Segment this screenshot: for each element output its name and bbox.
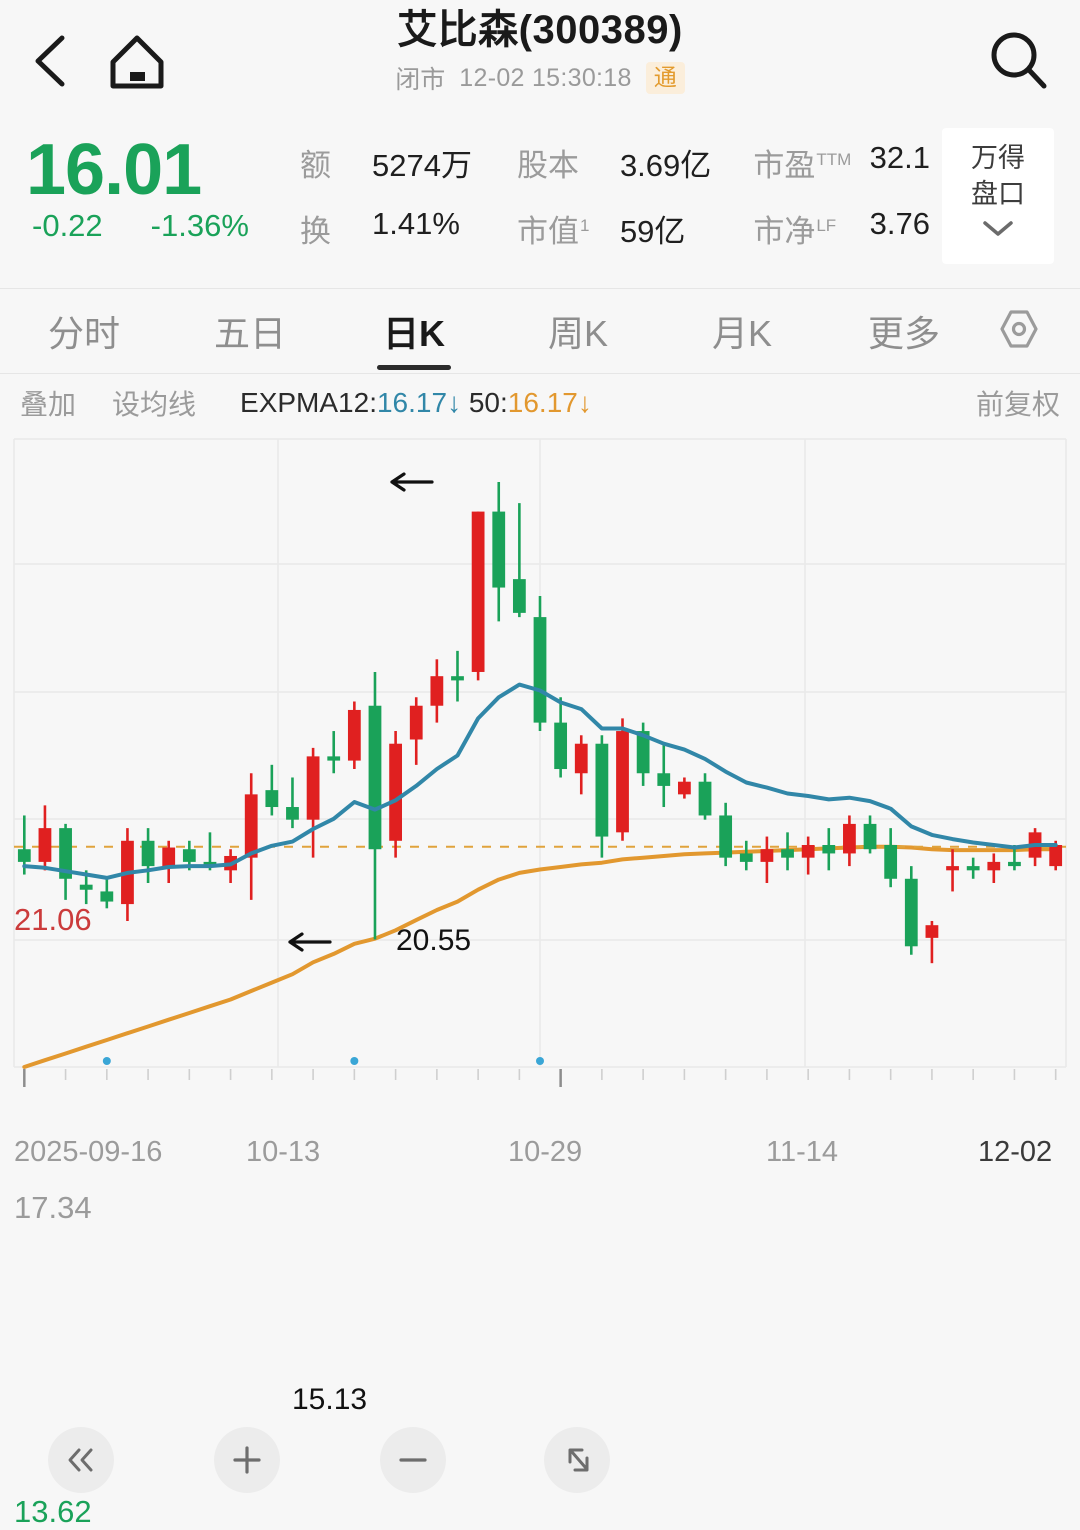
chart-settings-button[interactable] [992,302,1046,361]
minus-icon [399,1458,427,1462]
chevron-left-icon [35,35,65,87]
page-title: 艾比森(300389) [397,8,683,52]
stat-key-pe: 市盈TTM [753,148,852,183]
x-axis-labels: 2025-09-16 10-13 10-29 11-14 12-02 [0,1128,1080,1183]
stat-key-amount: 额 [300,148,331,183]
stat-key-shares: 股本 [517,148,579,183]
stat-key-pb: 市净LF [753,214,837,249]
zoom-out-button[interactable] [380,1427,446,1493]
x-tick-3: 11-14 [766,1136,839,1168]
chart-period-tabs: 分时 五日 日K 周K 月K 更多 [0,289,1080,374]
tab-label: 五日 [213,313,286,354]
active-tab-indicator [377,365,451,370]
tab-label: 分时 [47,313,120,354]
wind-label-line1: 万得 [971,143,1025,173]
tab-wuri[interactable]: 五日 [168,305,332,357]
market-status-line: 闭市 12-02 15:30:18 通 [0,60,1080,96]
stats-grid: 额 5274万 股本 3.69亿 市盈TTM 32.1 换 1.41% 市值1 … [300,140,930,272]
stats-row-1: 额 5274万 股本 3.69亿 市盈TTM 32.1 [300,140,930,206]
stat-sup-lf: LF [816,215,837,235]
y-axis-low-label: 13.62 [14,1494,92,1529]
expma-readout[interactable]: EXPMA12:16.17↓ 50:16.17↓ [240,387,592,418]
fullscreen-button[interactable] [544,1427,610,1493]
chart-annotation-arrows [288,472,434,952]
wind-orderbook-button[interactable]: 万得 盘口 [942,128,1054,264]
period-low-annotation: 15.13 [292,1383,368,1416]
indicator-toolbar: 叠加 设均线 EXPMA12:16.17↓ 50:16.17↓ 前复权 [0,374,1080,432]
double-chevron-left-icon [68,1448,93,1472]
event-dots [102,1057,544,1065]
quote-timestamp: 12-02 15:30:18 [459,63,632,92]
expma12-value: 16.17 [376,387,448,418]
tab-dayk[interactable]: 日K [332,305,496,370]
stat-sup-ttm: TTM [816,149,852,169]
x-axis-ticks [23,1069,1057,1087]
plus-icon [233,1446,261,1474]
x-tick-4: 12-02 [978,1136,1053,1168]
header-title-block: 艾比森(300389) 闭市 12-02 15:30:18 通 [0,6,1080,96]
expma50-value: 16.17 [507,387,578,418]
tab-label: 日K [383,313,445,354]
expand-diagonal-icon [568,1448,589,1472]
wind-label-line2: 盘口 [971,179,1025,209]
stat-key-marketcap: 市值1 [517,214,590,249]
price-change: -0.22 [32,208,103,243]
tab-monthk[interactable]: 月K [660,305,824,357]
expma12-line [22,682,1058,880]
price-change-percent: -1.36% [150,208,249,243]
stat-key-turnover: 换 [300,214,331,249]
stat-value-pb: 3.76 [869,206,930,241]
kline-chart-canvas[interactable] [0,432,1080,1157]
back-button[interactable] [22,30,80,92]
quote-panel: 16.01 -0.22 -1.36% 额 5274万 股本 3.69亿 市盈TT… [0,122,1080,289]
kline-chart[interactable]: 21.06 17.34 13.62 20.55 15.13 [0,432,1080,1529]
tab-label: 月K [711,313,772,354]
expma50-arrow: ↓ [577,387,592,418]
zoom-in-button[interactable] [214,1427,280,1493]
stat-value-turnover: 1.41% [372,206,460,241]
pan-left-button[interactable] [48,1427,114,1493]
app-header: 艾比森(300389) 闭市 12-02 15:30:18 通 [0,0,1080,122]
tab-weekk[interactable]: 周K [496,305,660,357]
price-change-row: -0.22 -1.36% [26,208,296,244]
market-state-label: 闭市 [395,66,446,94]
search-button[interactable] [982,24,1056,98]
x-tick-2: 10-29 [508,1136,583,1168]
x-tick-1: 10-13 [246,1136,321,1168]
tab-label: 周K [547,313,608,354]
hexagon-settings-icon [1000,309,1038,348]
expma50-name: 50 [468,387,500,418]
home-icon [110,35,164,89]
expma12-arrow: ↓ [447,387,462,418]
home-button[interactable] [104,30,170,92]
status-badge: 通 [645,62,685,94]
adjust-mode-button[interactable]: 前复权 [975,389,1060,420]
stat-value-marketcap: 59亿 [619,214,686,249]
overlay-button[interactable]: 叠加 [20,389,77,420]
tab-fenshi[interactable]: 分时 [0,305,168,357]
search-icon [991,32,1047,89]
y-axis-mid-label: 17.34 [14,1190,92,1225]
tab-more[interactable]: 更多 [824,305,984,357]
stat-sup-marketcap: 1 [580,215,590,235]
set-ma-button[interactable]: 设均线 [112,389,197,420]
stat-value-shares: 3.69亿 [619,148,712,183]
stats-row-2: 换 1.41% 市值1 59亿 市净LF 3.76 [300,206,930,272]
expma12-name: EXPMA12 [240,387,370,418]
stat-value-amount: 5274万 [372,148,472,183]
candlestick-series [17,482,1063,964]
last-price: 16.01 [26,130,202,210]
tab-label: 更多 [867,313,940,354]
stat-value-pe: 32.1 [869,140,930,175]
x-tick-0: 2025-09-16 [14,1136,163,1168]
chart-gridlines [13,438,1067,1068]
price-block: 16.01 -0.22 -1.36% [26,130,296,244]
chevron-down-icon [981,218,1015,243]
